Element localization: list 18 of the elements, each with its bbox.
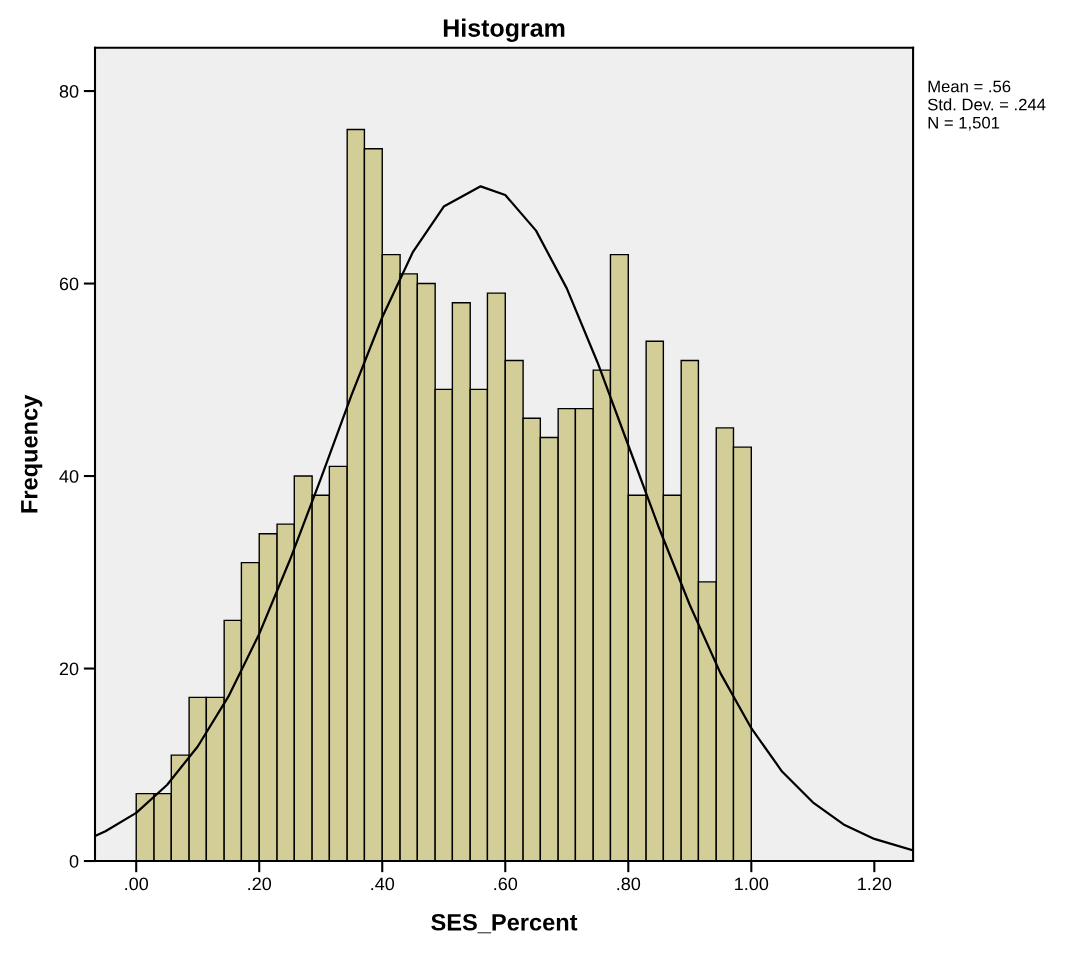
x-tick-label: .20	[248, 877, 272, 891]
x-tick-label: 1.00	[735, 877, 769, 891]
y-tick-label: 20	[59, 662, 79, 676]
y-axis-title: Frequency	[21, 394, 43, 513]
y-tick-label: 40	[59, 469, 79, 483]
y-tick-label: 80	[59, 85, 79, 98]
x-tick-label: .00	[125, 877, 149, 891]
x-tick-label: .60	[494, 877, 518, 891]
x-tick-label: 1.20	[858, 877, 892, 891]
text: Mean = .56	[928, 80, 1011, 93]
text: N = 1,501	[928, 116, 1000, 131]
chart-title: Histogram	[443, 18, 565, 42]
x-tick-label: .80	[617, 877, 641, 891]
y-tick-label: 0	[69, 854, 79, 868]
x-tick-label: .40	[371, 877, 395, 891]
x-axis-title: SES_Percent	[431, 913, 578, 934]
text: Std. Dev. = .244	[927, 98, 1046, 111]
y-tick-label: 60	[59, 277, 79, 291]
